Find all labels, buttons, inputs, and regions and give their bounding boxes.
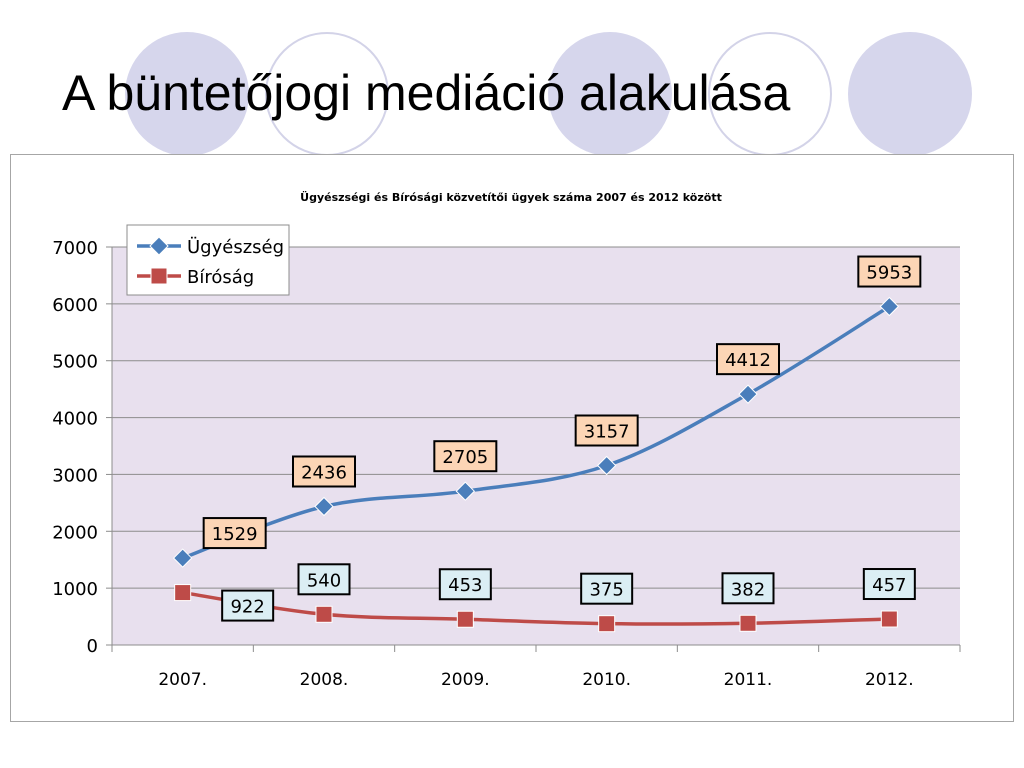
data-point-2 <box>598 615 616 633</box>
x-tick-label: 2009. <box>441 670 490 690</box>
data-label: 2436 <box>301 462 347 483</box>
data-label: 1529 <box>212 524 258 545</box>
legend-marker-1 <box>149 236 169 256</box>
data-label-box <box>221 589 275 622</box>
data-label-box <box>580 572 634 605</box>
chart-title: Ügyészségi és Bírósági közvetítői ügyek … <box>300 190 722 204</box>
data-point-2 <box>739 614 757 632</box>
x-tick-label: 2008. <box>300 670 349 690</box>
data-label-box <box>202 517 267 550</box>
data-label-box <box>292 455 356 488</box>
axes: 0 1000 2000 3000 4000 5000 6000 7000 2007. 2008. 2… <box>52 238 961 690</box>
decor-ring-1 <box>265 32 389 156</box>
legend-label-2: Bíróság <box>187 267 254 288</box>
y-tick-label: 0 <box>87 636 98 657</box>
y-tick-label: 4000 <box>52 409 98 430</box>
data-label: 453 <box>448 575 482 596</box>
data-label: 375 <box>589 580 623 601</box>
data-label-box <box>716 343 780 376</box>
series-line-1 <box>182 305 891 560</box>
decor-circle-3 <box>848 32 972 156</box>
data-label: 922 <box>230 597 264 618</box>
line-chart: 0 1000 2000 3000 4000 5000 6000 7000 2007. 2008. 2… <box>52 190 961 690</box>
legend-label-1: Ügyészség <box>187 236 284 258</box>
data-point-2 <box>880 610 898 628</box>
data-label: 4412 <box>725 350 771 371</box>
data-point-1 <box>172 548 193 568</box>
plot-area <box>112 247 960 645</box>
data-label-box <box>857 255 922 288</box>
decor-circle-1 <box>125 32 249 156</box>
legend: Ügyészség Bíróság <box>126 224 290 296</box>
x-tick-label: 2012. <box>865 670 914 690</box>
y-tick-label: 3000 <box>52 465 98 486</box>
decor-ring-2 <box>708 32 832 156</box>
series <box>172 296 900 633</box>
data-point-1 <box>455 481 476 501</box>
y-tick-label: 2000 <box>52 522 98 543</box>
data-label-box <box>862 568 916 601</box>
x-tick-label: 2011. <box>724 670 773 690</box>
data-label-box <box>721 572 775 605</box>
data-point-1 <box>738 384 758 404</box>
y-tick-label: 7000 <box>52 238 98 259</box>
legend-marker-2 <box>150 267 168 285</box>
y-tick-label: 6000 <box>52 295 98 316</box>
data-label: 382 <box>731 579 765 600</box>
chart-frame: 0 1000 2000 3000 4000 5000 6000 7000 2007. 2008. 2… <box>10 154 1014 722</box>
x-tick-label: 2007. <box>158 670 207 690</box>
data-label: 457 <box>872 575 906 596</box>
data-label: 2705 <box>442 447 488 468</box>
data-point-1 <box>879 296 900 317</box>
data-point-2 <box>174 584 192 602</box>
data-label-box <box>433 440 498 473</box>
data-point-2 <box>315 605 333 623</box>
y-tick-label: 5000 <box>52 352 98 373</box>
data-label: 3157 <box>584 422 630 443</box>
data-point-1 <box>596 455 617 476</box>
decor-circle-2 <box>548 32 672 156</box>
data-label-box <box>438 568 492 601</box>
data-label-box <box>297 563 351 596</box>
data-point-1 <box>314 496 334 517</box>
data-label: 540 <box>307 570 341 591</box>
data-labels: 1529 2436 2705 3157 4412 5953 922 540 453 375 382 4… <box>202 255 922 622</box>
data-label: 5953 <box>866 263 912 284</box>
data-point-2 <box>456 610 474 628</box>
x-tick-label: 2010. <box>582 670 631 690</box>
series-line-2 <box>182 590 890 626</box>
data-label-box <box>574 414 639 447</box>
slide-title: A büntetőjogi mediáció alakulása <box>62 65 791 121</box>
y-tick-label: 1000 <box>52 579 98 600</box>
gridlines <box>112 246 960 589</box>
